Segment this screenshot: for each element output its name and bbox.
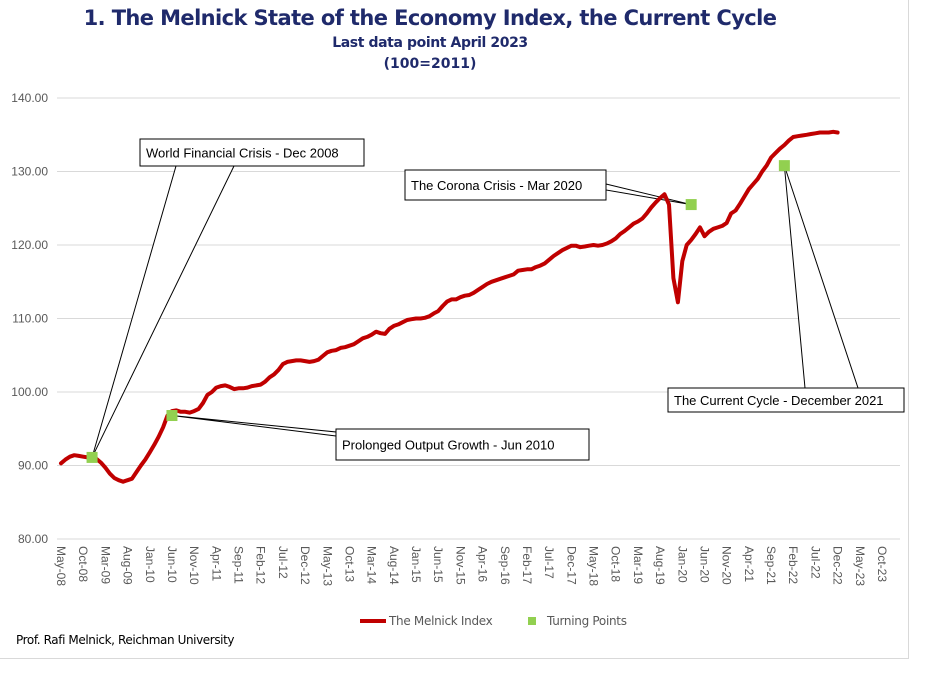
- x-tick-label: Apr-11: [209, 546, 223, 581]
- callout-leader: [783, 165, 859, 389]
- legend-label-melnick-index: The Melnick Index: [388, 614, 493, 628]
- x-tick-label: May-18: [587, 546, 601, 586]
- y-tick-label: 90.00: [18, 459, 48, 473]
- y-tick-label: 140.00: [11, 91, 48, 105]
- x-tick-label: Jan-15: [409, 546, 423, 583]
- y-tick-label: 130.00: [11, 165, 48, 179]
- y-tick-label: 110.00: [12, 312, 48, 326]
- x-tick-label: Jun-10: [165, 546, 179, 583]
- x-tick-label: Oct-08: [76, 546, 90, 582]
- callout-text: The Corona Crisis - Mar 2020: [411, 178, 582, 193]
- callout-boxes: World Financial Crisis - Dec 2008 Prolong…: [139, 138, 905, 461]
- callout-text: Prolonged Output Growth - Jun 2010: [342, 438, 554, 453]
- callout-text: World Financial Crisis - Dec 2008: [146, 146, 339, 161]
- x-tick-label: May-23: [853, 546, 867, 586]
- x-tick-label: May-13: [320, 546, 334, 586]
- callout-box: [667, 387, 905, 413]
- callout-box: [404, 169, 607, 201]
- callout-text: The Current Cycle - December 2021: [674, 393, 884, 408]
- x-tick-label: Jun-15: [431, 546, 445, 583]
- x-tick-label: Sep-11: [232, 546, 246, 584]
- x-tick-label: Dec-22: [831, 546, 845, 585]
- y-tick-label: 80.00: [18, 532, 48, 546]
- x-tick-label: Sep-16: [498, 546, 512, 585]
- x-tick-label: Oct-23: [875, 546, 889, 582]
- turning-point-markers: [86, 160, 790, 463]
- chart-base-note: (100=2011): [383, 56, 477, 72]
- turning-point-marker: [778, 160, 790, 172]
- x-tick-label: Jul-22: [808, 546, 822, 579]
- callout-leader-lines: [91, 165, 859, 458]
- x-tick-label: Nov-10: [187, 546, 201, 585]
- legend-swatch-turning-points: [528, 617, 536, 625]
- x-tick-label: Nov-20: [720, 546, 734, 585]
- x-tick-label: Apr-21: [742, 546, 756, 582]
- y-axis-labels: 80.00 90.00 100.00 110.00 120.00 130.00 140.00: [11, 91, 48, 546]
- x-tick-label: Mar-14: [365, 546, 379, 584]
- x-tick-label: Jul-17: [542, 546, 556, 579]
- turning-point-marker: [685, 199, 697, 211]
- x-tick-label: Jan-10: [143, 546, 157, 583]
- chart-frame: [0, 0, 909, 659]
- x-tick-label: Jan-20: [675, 546, 689, 583]
- x-tick-label: Jul-12: [276, 546, 290, 579]
- legend-label-turning-points: Turning Points: [546, 614, 627, 628]
- y-tick-label: 100.00: [11, 385, 48, 399]
- chart-subtitle: Last data point April 2023: [332, 35, 528, 51]
- y-tick-label: 120.00: [11, 238, 48, 252]
- callout-leader: [171, 415, 337, 437]
- turning-point-marker: [166, 410, 178, 422]
- callout-leader: [91, 165, 235, 458]
- x-tick-label: Feb-17: [520, 546, 534, 584]
- x-tick-label: Apr-16: [476, 546, 490, 582]
- legend: The Melnick Index Turning Points: [360, 614, 627, 628]
- x-tick-label: Aug-19: [653, 546, 667, 585]
- series-line-melnick-index: [59, 129, 840, 484]
- x-tick-label: Aug-14: [387, 546, 401, 585]
- x-tick-label: Oct-13: [342, 546, 356, 582]
- author-credit: Prof. Rafi Melnick, Reichman University: [16, 633, 235, 647]
- x-tick-label: Dec-17: [564, 546, 578, 585]
- x-tick-label: Dec-12: [298, 546, 312, 585]
- chart-title: 1. The Melnick State of the Economy Inde…: [83, 6, 777, 30]
- callout-box: [335, 428, 590, 461]
- x-tick-label: Mar-09: [98, 546, 112, 584]
- callout-leader: [605, 183, 692, 206]
- x-tick-label: Aug-09: [121, 546, 135, 585]
- x-axis-labels: May-08 Oct-08 Mar-09 Aug-09 Jan-10 Jun-10 Nov-…: [54, 546, 889, 586]
- x-tick-label: Oct-18: [609, 546, 623, 582]
- callout-box: [139, 138, 365, 167]
- x-tick-label: Nov-15: [453, 546, 467, 585]
- x-tick-label: May-08: [54, 546, 68, 586]
- x-tick-label: Feb-22: [786, 546, 800, 584]
- x-tick-label: Sep-21: [764, 546, 778, 585]
- x-tick-label: Feb-12: [254, 546, 268, 584]
- x-tick-label: Jun-20: [697, 546, 711, 583]
- turning-point-marker: [86, 451, 98, 463]
- x-tick-label: Mar-19: [631, 546, 645, 584]
